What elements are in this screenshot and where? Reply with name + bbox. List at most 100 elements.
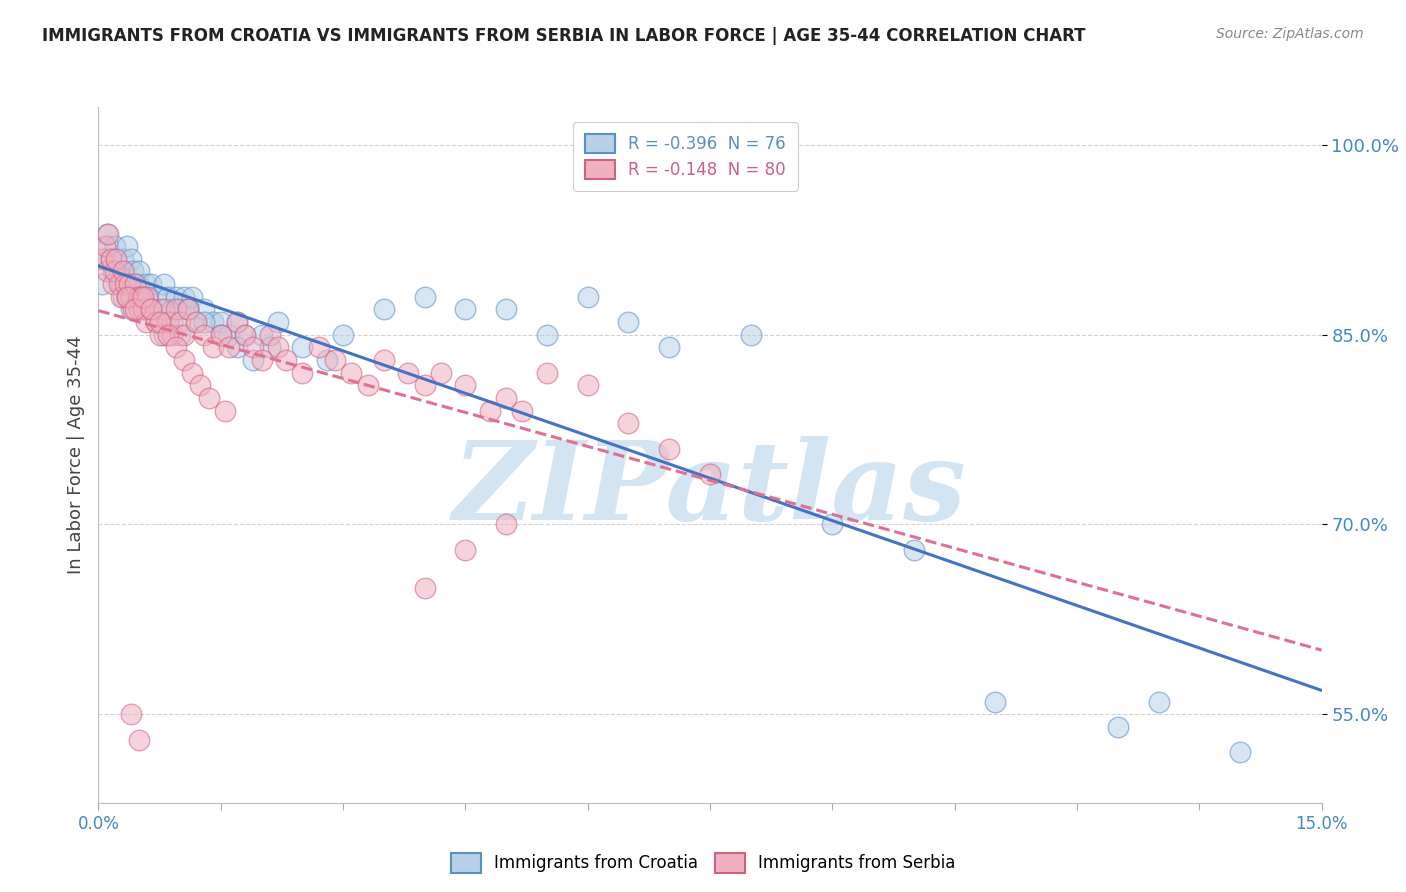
Point (173, 353, 195, 368)
Point (114, 264, 136, 278)
Point (259, 340, 281, 354)
Point (94, 239, 117, 253)
Point (124, 302, 146, 317)
Text: 15.0%: 15.0% (1295, 815, 1348, 833)
Point (226, 315, 249, 329)
Point (110, 290, 132, 304)
Point (323, 353, 346, 368)
Point (259, 327, 281, 342)
Point (156, 327, 179, 342)
Point (132, 302, 155, 317)
Point (156, 290, 179, 304)
Point (242, 340, 264, 354)
Point (129, 290, 152, 304)
Point (141, 277, 163, 292)
Point (165, 302, 187, 317)
Point (226, 315, 249, 329)
Point (108, 264, 131, 278)
Point (214, 403, 236, 417)
Point (94, 252, 117, 266)
Point (226, 340, 249, 354)
Point (141, 302, 163, 317)
Point (903, 542, 925, 557)
Point (149, 302, 172, 317)
Point (160, 302, 183, 317)
Point (145, 315, 167, 329)
Text: ZIPatlas: ZIPatlas (453, 436, 967, 543)
Text: IMMIGRANTS FROM CROATIA VS IMMIGRANTS FROM SERBIA IN LABOR FORCE | AGE 35-44 COR: IMMIGRANTS FROM CROATIA VS IMMIGRANTS FR… (42, 27, 1085, 45)
Point (356, 378, 378, 392)
Point (114, 277, 136, 292)
Legend: R = -0.396  N = 76, R = -0.148  N = 80: R = -0.396 N = 76, R = -0.148 N = 80 (574, 122, 797, 191)
Point (136, 290, 159, 304)
Point (478, 403, 501, 417)
Point (149, 315, 172, 329)
Point (127, 277, 149, 292)
Point (96, 227, 118, 241)
Point (128, 732, 150, 747)
Point (152, 327, 174, 342)
Point (454, 542, 477, 557)
Point (617, 417, 640, 431)
Point (100, 252, 122, 266)
Point (177, 302, 200, 317)
Point (181, 366, 204, 380)
Point (169, 315, 191, 329)
Point (127, 290, 149, 304)
Point (193, 315, 215, 329)
Point (209, 327, 232, 342)
Point (108, 277, 131, 292)
Point (100, 252, 122, 266)
Point (197, 391, 219, 405)
Point (132, 302, 155, 317)
Point (512, 403, 534, 417)
Point (105, 252, 128, 266)
Point (124, 277, 146, 292)
Point (984, 695, 1007, 709)
Point (121, 302, 143, 317)
Point (413, 290, 436, 304)
Point (454, 378, 477, 392)
Point (91, 277, 114, 292)
Point (104, 239, 127, 253)
Point (169, 302, 191, 317)
Point (145, 290, 167, 304)
Point (115, 290, 138, 304)
Point (173, 290, 195, 304)
Point (188, 378, 212, 392)
Point (186, 315, 208, 329)
Point (413, 581, 436, 595)
Point (181, 290, 204, 304)
Point (135, 315, 157, 329)
Point (160, 315, 183, 329)
Point (160, 327, 183, 342)
Point (308, 340, 330, 354)
Point (242, 353, 264, 368)
Point (111, 252, 134, 266)
Point (97, 239, 120, 253)
Point (193, 327, 215, 342)
Point (120, 290, 142, 304)
Point (136, 302, 159, 317)
Point (373, 302, 395, 317)
Point (96, 264, 118, 278)
Point (233, 327, 256, 342)
Point (128, 264, 150, 278)
Point (495, 302, 517, 317)
Point (141, 302, 163, 317)
Point (699, 467, 721, 481)
Point (1147, 695, 1170, 709)
Point (118, 277, 141, 292)
Point (267, 340, 290, 354)
Point (658, 340, 681, 354)
Point (576, 290, 599, 304)
Point (149, 327, 172, 342)
Point (136, 290, 159, 304)
Point (135, 277, 157, 292)
Point (340, 366, 363, 380)
Point (115, 239, 138, 253)
Point (165, 340, 187, 354)
Point (124, 290, 146, 304)
Point (173, 327, 195, 342)
Point (291, 366, 314, 380)
